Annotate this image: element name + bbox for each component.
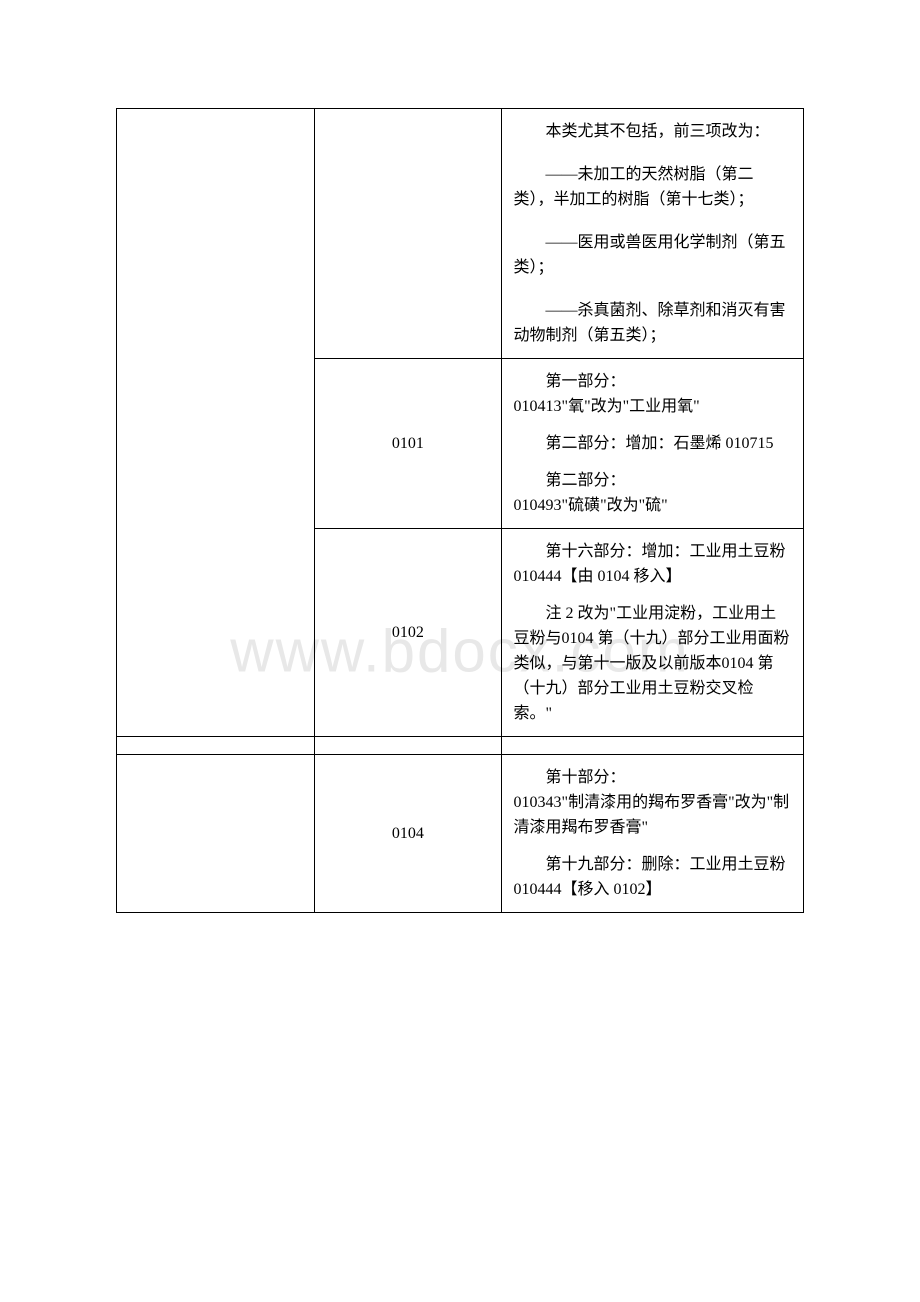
code-label: 0104 — [315, 825, 500, 843]
paragraph: 第十六部分：增加：工业用土豆粉010444【由 0104 移入】 — [514, 539, 791, 589]
table-cell: 0104 — [315, 755, 501, 913]
table-cell — [117, 755, 315, 913]
classification-table: 本类尤其不包括，前三项改为： ——未加工的天然树脂（第二类），半加工的树脂（第十… — [116, 108, 804, 913]
paragraph: ——杀真菌剂、除草剂和消灭有害动物制剂（第五类）； — [514, 298, 791, 348]
code-label: 0101 — [315, 435, 500, 453]
paragraph: 注 2 改为"工业用淀粉，工业用土豆粉与0104 第（十九）部分工业用面粉类似，… — [514, 601, 791, 726]
paragraph: ——医用或兽医用化学制剂（第五类）； — [514, 230, 791, 280]
paragraph: 第二部分：增加：石墨烯 010715 — [514, 431, 791, 456]
cell-content: 第十六部分：增加：工业用土豆粉010444【由 0104 移入】 注 2 改为"… — [502, 529, 803, 736]
paragraph: 第十九部分：删除：工业用土豆粉010444【移入 0102】 — [514, 852, 791, 902]
cell-content: 第十部分： 010343"制清漆用的羯布罗香膏"改为"制清漆用羯布罗香膏" 第十… — [502, 755, 803, 912]
table-row-empty — [117, 737, 804, 755]
table-cell: 本类尤其不包括，前三项改为： ——未加工的天然树脂（第二类），半加工的树脂（第十… — [501, 109, 803, 359]
table-cell — [501, 737, 803, 755]
code-label: 0102 — [315, 624, 500, 642]
paragraph: 第十部分： 010343"制清漆用的羯布罗香膏"改为"制清漆用羯布罗香膏" — [514, 765, 791, 840]
cell-content: 第一部分： 010413"氧"改为"工业用氧" 第二部分：增加：石墨烯 0107… — [502, 359, 803, 528]
page-container: 本类尤其不包括，前三项改为： ——未加工的天然树脂（第二类），半加工的树脂（第十… — [0, 0, 920, 913]
paragraph: 第一部分： 010413"氧"改为"工业用氧" — [514, 369, 791, 419]
paragraph: 第二部分： 010493"硫磺"改为"硫" — [514, 468, 791, 518]
table-row: 0104 第十部分： 010343"制清漆用的羯布罗香膏"改为"制清漆用羯布罗香… — [117, 755, 804, 913]
paragraph: ——未加工的天然树脂（第二类），半加工的树脂（第十七类）； — [514, 162, 791, 212]
table-row: 本类尤其不包括，前三项改为： ——未加工的天然树脂（第二类），半加工的树脂（第十… — [117, 109, 804, 359]
table-cell — [315, 109, 501, 359]
table-cell: 0102 — [315, 529, 501, 737]
table-cell — [315, 737, 501, 755]
table-cell: 第十六部分：增加：工业用土豆粉010444【由 0104 移入】 注 2 改为"… — [501, 529, 803, 737]
paragraph: 本类尤其不包括，前三项改为： — [514, 119, 791, 144]
table-cell: 第十部分： 010343"制清漆用的羯布罗香膏"改为"制清漆用羯布罗香膏" 第十… — [501, 755, 803, 913]
cell-content: 本类尤其不包括，前三项改为： ——未加工的天然树脂（第二类），半加工的树脂（第十… — [502, 109, 803, 358]
table-cell: 第一部分： 010413"氧"改为"工业用氧" 第二部分：增加：石墨烯 0107… — [501, 359, 803, 529]
table-cell: 0101 — [315, 359, 501, 529]
table-cell — [117, 737, 315, 755]
table-cell — [117, 109, 315, 737]
